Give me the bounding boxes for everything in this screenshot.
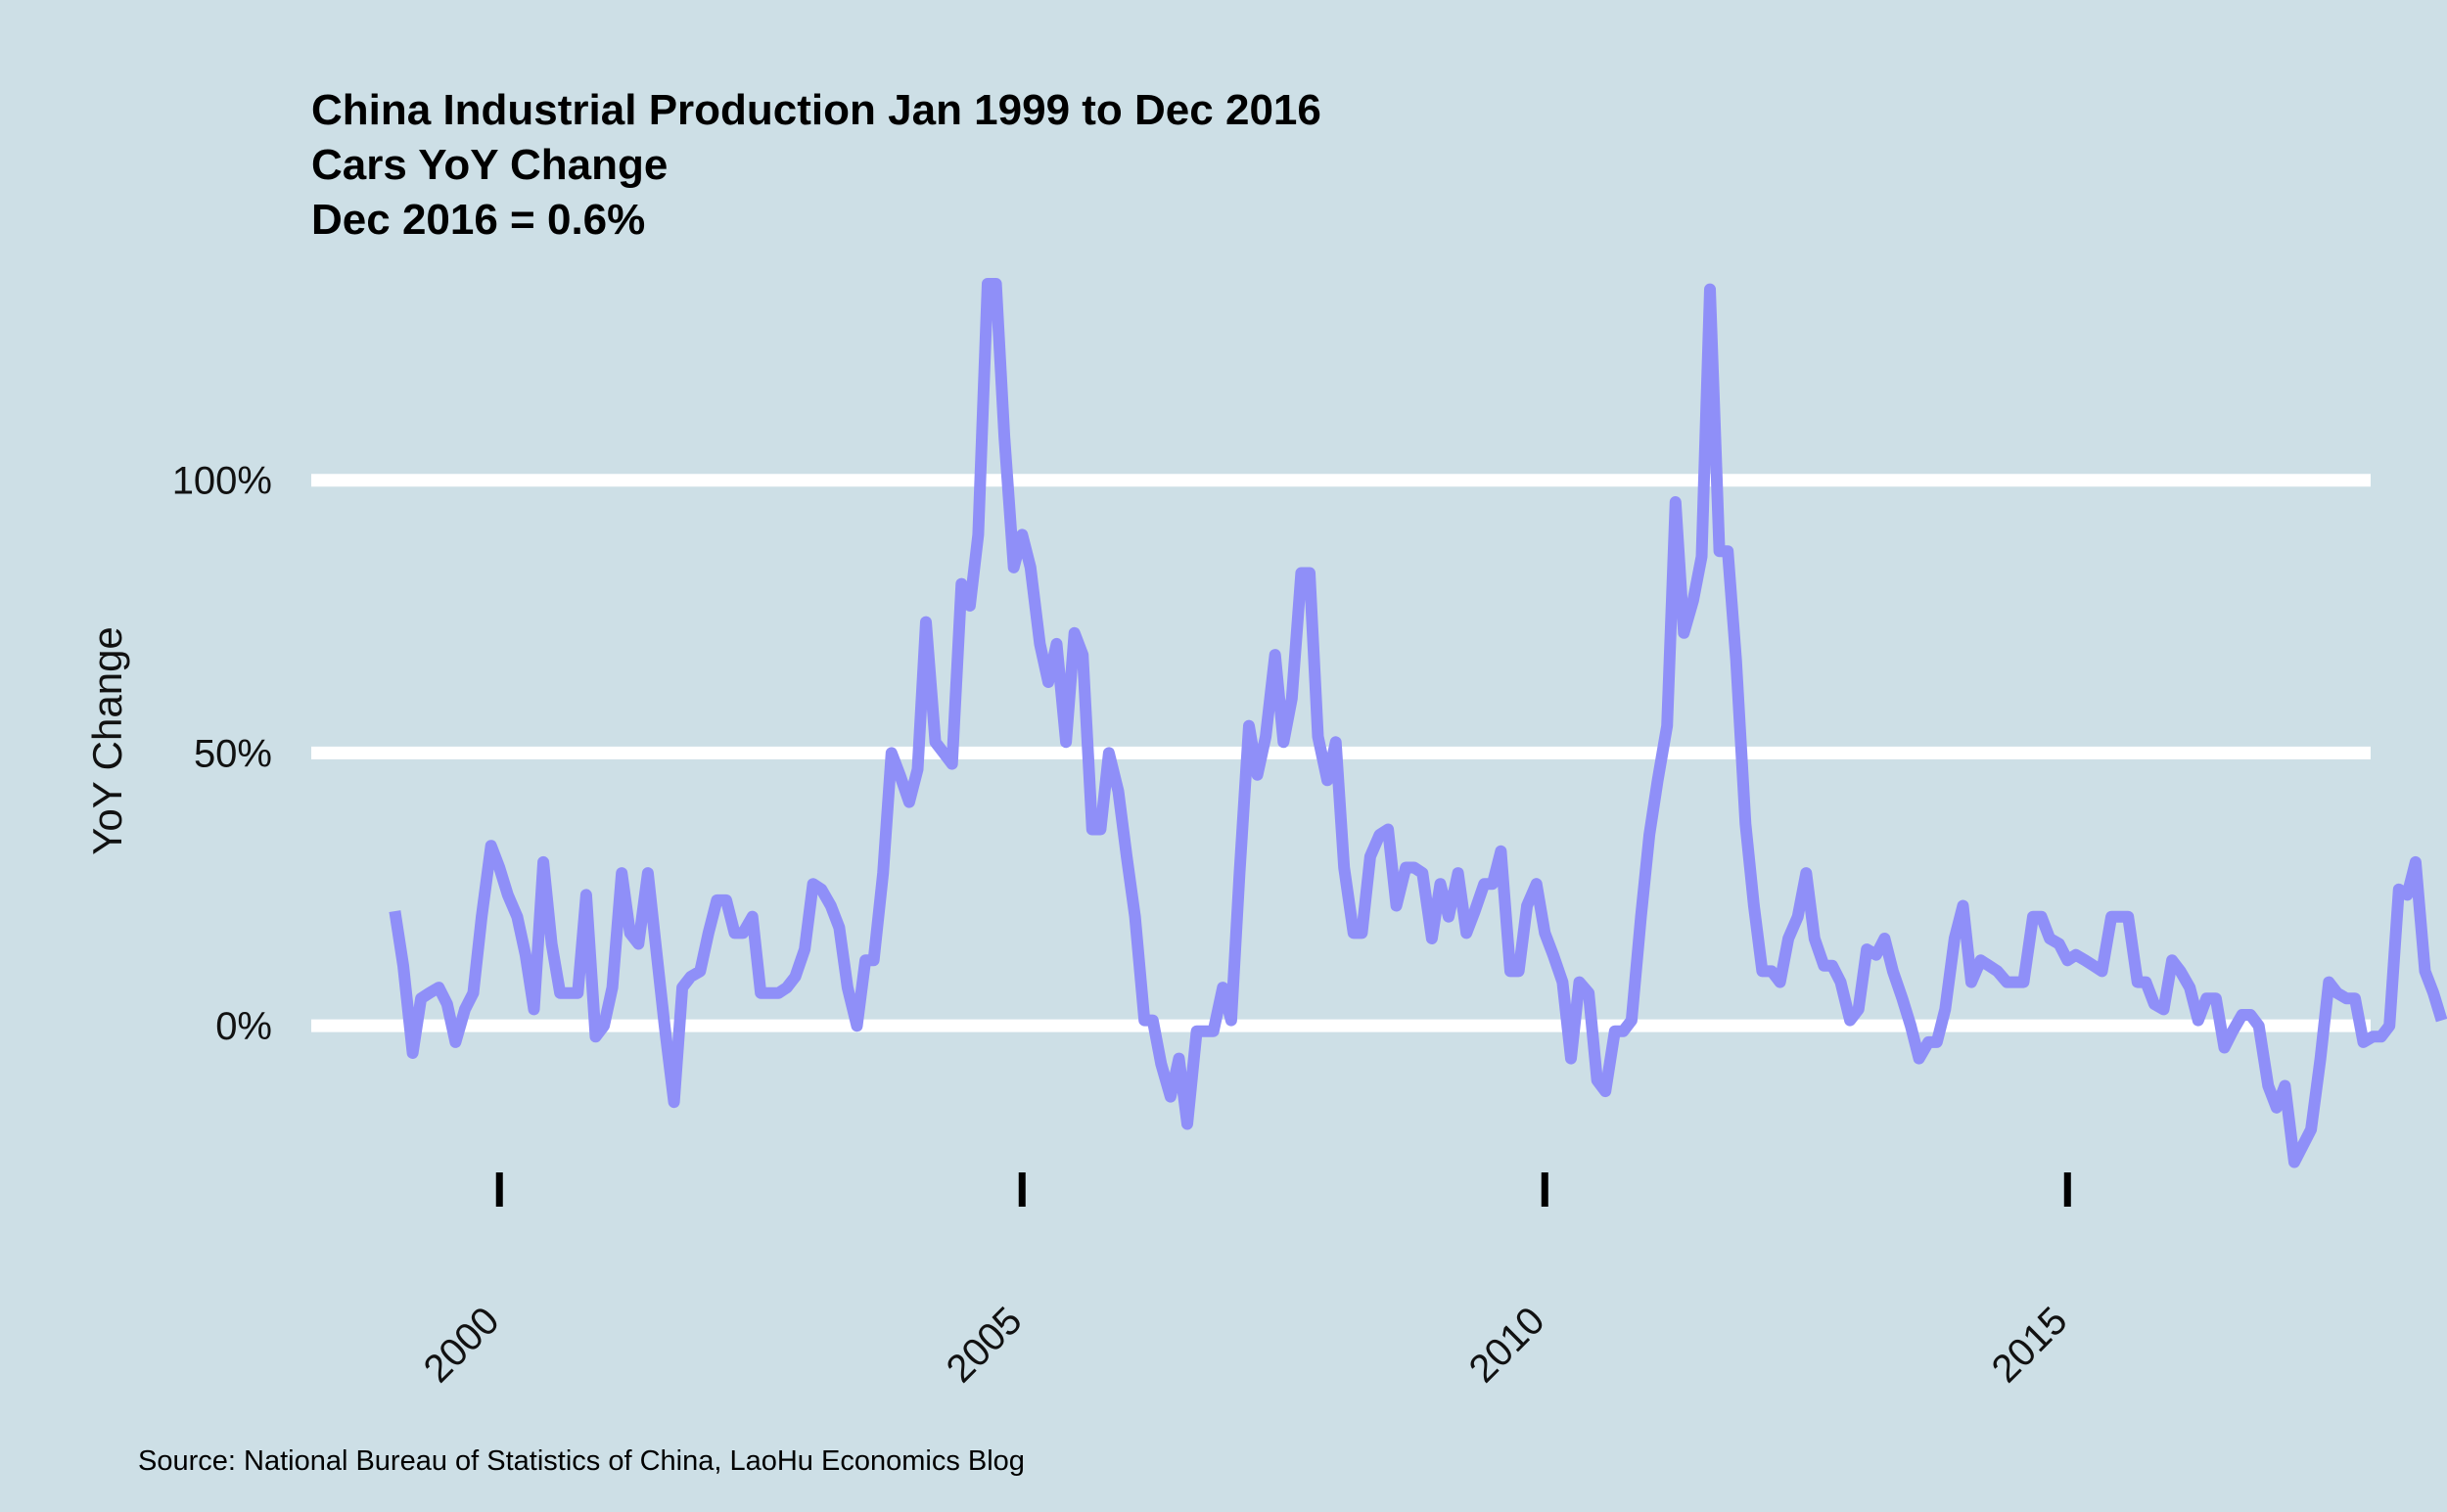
series-line-0 — [389, 278, 2447, 1168]
y-tick-label-100: 100% — [172, 460, 272, 503]
y-tick-label-50: 50% — [194, 732, 272, 775]
y-axis-tick-labels: 0% 50% 100% — [172, 460, 272, 1048]
chart-title-line-3: Dec 2016 = 0.6% — [311, 196, 645, 244]
chart-title-line-2: Cars YoY Change — [311, 141, 668, 189]
chart-caption: Source: National Bureau of Statistics of… — [138, 1445, 1025, 1477]
chart-title-line-1: China Industrial Production Jan 1999 to … — [311, 86, 1321, 134]
y-tick-label-0: 0% — [215, 1005, 272, 1048]
y-axis-title: YoY Change — [84, 626, 130, 855]
series-layer — [389, 278, 2447, 1168]
